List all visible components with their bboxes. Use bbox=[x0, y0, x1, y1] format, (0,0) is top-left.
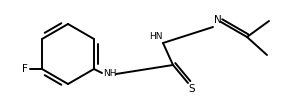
Text: N: N bbox=[214, 15, 222, 25]
Text: S: S bbox=[189, 84, 195, 94]
Text: HN: HN bbox=[149, 31, 163, 41]
Text: NH: NH bbox=[103, 70, 117, 79]
Text: F: F bbox=[22, 64, 28, 74]
